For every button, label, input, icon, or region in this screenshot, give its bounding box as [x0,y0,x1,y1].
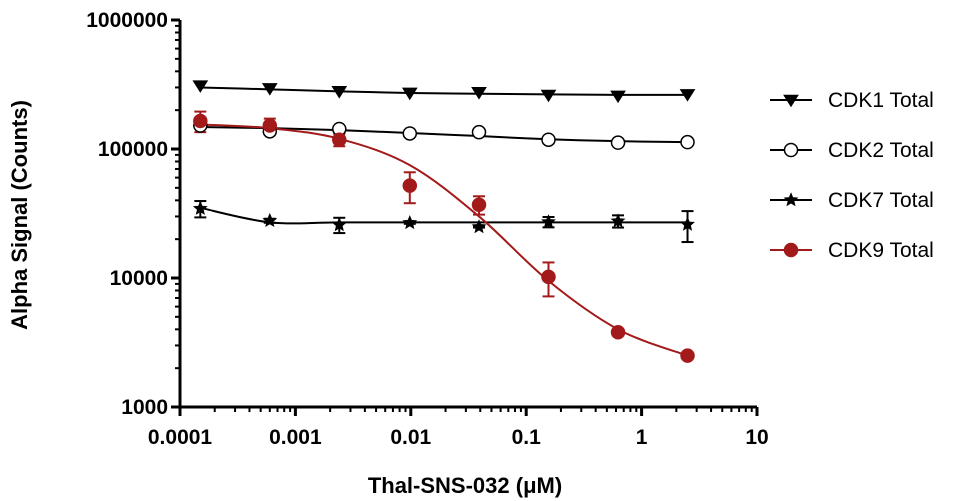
cdk9-total-point [610,324,626,340]
cdk7-total-point [262,212,278,228]
cdk9-total-point [193,113,208,129]
cdk7-total-point [402,214,418,230]
legend-label-cdk9-total: CDK9 Total [828,239,934,262]
cdk2-total-point [402,126,418,141]
cdk1-total-point [610,90,626,104]
cdk1-total-fit-curve [200,86,688,96]
cdk1-total-point [192,80,209,93]
cdk7-total-point [610,213,626,228]
cdk1-total-point [401,87,418,101]
legend-marker-cdk1-total [783,94,799,108]
x-tick-label: 0.1 [512,426,542,449]
legend-marker-cdk9-total [783,242,799,258]
cdk9-total-point [541,269,556,285]
cdk1-total-point [331,86,348,99]
y-tick-label: 1000 [121,396,168,419]
legend-marker-cdk7-total [783,192,799,207]
cdk9-total-point [402,178,418,193]
cdk9-total-point [680,348,695,363]
legend-label-cdk1-total: CDK1 Total [828,89,934,112]
cdk2-total-point [471,124,487,140]
cdk7-total-point [680,216,695,231]
cdk1-total-point [261,83,278,96]
cdk2-total-point [610,135,626,150]
cdk1-total-point [471,87,487,100]
x-tick-label: 0.0001 [148,426,213,449]
cdk7-total-point [471,219,487,234]
x-axis-title: Thal-SNS-032 (μM) [368,473,562,498]
cdk9-total-fit-curve [200,123,688,357]
cdk2-total-point [541,132,556,147]
data-markers [192,80,696,363]
cdk7-total-point [331,217,347,232]
cdk9-total-point [332,132,347,147]
x-tick-label: 0.001 [269,426,322,449]
cdk1-total-point [540,89,557,103]
x-tick-label: 10 [745,426,768,449]
legend-label-cdk2-total: CDK2 Total [828,139,934,162]
cdk9-total-point [471,197,487,212]
y-tick-label: 100000 [98,138,168,161]
legend-label-cdk7-total: CDK7 Total [828,189,934,212]
legend-marker-cdk2-total [783,142,799,158]
cdk2-total-point [680,134,695,150]
cdk9-total-point [262,118,278,133]
x-tick-label: 1 [636,426,648,449]
legend: CDK1 Total CDK2 Total CDK7 Total CDK9 Total [770,89,934,262]
y-tick-label: 10000 [110,267,168,290]
x-tick-label: 0.01 [390,426,431,449]
axes: 1000 10000 100000 1000000 0.0001 0.001 0.01 0.1… [86,9,768,449]
cdk1-total-point [679,89,696,102]
cdk7-total-point [192,200,208,215]
y-axis-title: Alpha Signal (Counts) [7,100,32,330]
y-tick-label: 1000000 [86,9,168,32]
cdk7-total-point [541,214,556,229]
cdk7-total-fit-curve [200,206,688,225]
